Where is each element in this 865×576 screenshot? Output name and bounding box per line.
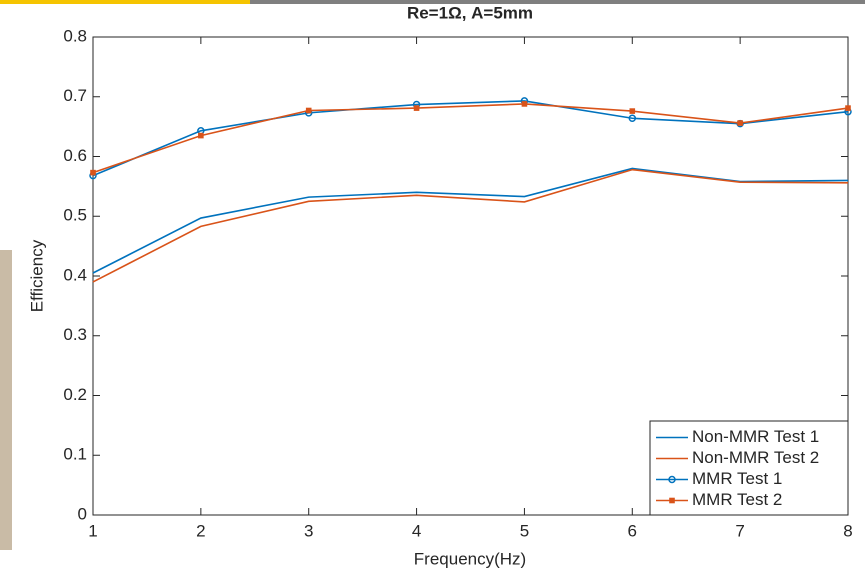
x-tick-label: 4 (412, 521, 421, 540)
marker (198, 132, 204, 139)
y-tick-label: 0 (78, 504, 87, 523)
y-tick-label: 0.2 (63, 385, 87, 404)
series-line (92, 168, 849, 283)
background-strip (0, 250, 12, 550)
x-axis-label: Frequency(Hz) (414, 549, 526, 568)
y-tick-label: 0.1 (63, 445, 87, 464)
y-tick-label: 0.7 (63, 86, 87, 105)
x-tick-label: 7 (735, 521, 744, 540)
x-tick-label: 6 (628, 521, 637, 540)
marker (90, 169, 96, 176)
legend-label: MMR Test 2 (692, 490, 782, 509)
top-bar (0, 0, 250, 4)
chart-title: Re=1Ω, A=5mm (407, 3, 533, 22)
legend-label: MMR Test 1 (692, 469, 782, 488)
y-axis-label: Efficiency (27, 239, 46, 312)
marker (737, 120, 743, 126)
legend-marker (668, 475, 676, 484)
y-tick-label: 0.4 (63, 265, 87, 284)
marker (628, 114, 637, 123)
series-line (92, 100, 849, 177)
series-line (92, 103, 849, 174)
marker (629, 108, 636, 114)
marker (305, 107, 312, 114)
x-tick-label: 1 (88, 521, 97, 540)
legend-marker (669, 497, 675, 504)
top-bar (250, 0, 865, 4)
x-tick-label: 3 (304, 521, 313, 540)
legend-label: Non-MMR Test 2 (692, 448, 819, 467)
y-tick-label: 0.6 (63, 146, 87, 165)
legend: Non-MMR Test 1 Non-MMR Test 2 MMR Test 1 MM… (649, 420, 849, 516)
marker (413, 105, 420, 111)
x-tick-label: 5 (520, 521, 529, 540)
legend-box (649, 420, 849, 516)
marker (521, 101, 528, 107)
marker (845, 105, 851, 111)
y-tick-label: 0.5 (63, 206, 87, 225)
y-tick-label: 0.8 (63, 26, 87, 45)
x-tick-label: 8 (843, 521, 852, 540)
x-tick-label: 2 (196, 521, 205, 540)
y-tick-label: 0.3 (63, 325, 87, 344)
legend-label: Non-MMR Test 1 (692, 427, 819, 446)
